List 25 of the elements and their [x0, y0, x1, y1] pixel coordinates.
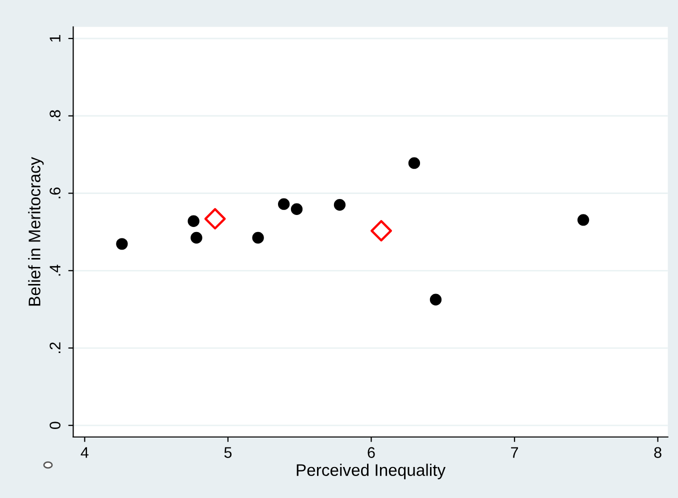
x-tick-label: 4 [80, 447, 88, 458]
y-tick-label: .8 [50, 110, 60, 121]
point [116, 238, 128, 250]
point [577, 214, 590, 226]
y-tick-label: .2 [50, 342, 60, 353]
point [188, 215, 200, 227]
y-tick-label: .4 [50, 264, 60, 276]
x-axis-title: Perceived Inequality [296, 464, 446, 480]
x-tick-label: 8 [654, 447, 662, 458]
point [408, 157, 420, 169]
point [278, 198, 290, 210]
x-tick-label: 6 [368, 447, 375, 458]
point [430, 294, 442, 306]
x-tick-label: 5 [224, 447, 232, 458]
y-axis-title: Belief in Meritocracy [28, 156, 44, 306]
point [190, 232, 202, 244]
point [334, 199, 346, 211]
point [290, 203, 303, 215]
point [370, 220, 392, 242]
point [252, 232, 264, 244]
y-tick-label: 1 [50, 34, 60, 42]
y-tick-label: .6 [50, 188, 60, 198]
point [204, 208, 226, 230]
y-tick-label: 0 [50, 422, 60, 430]
x-tick-label: 7 [511, 447, 518, 458]
